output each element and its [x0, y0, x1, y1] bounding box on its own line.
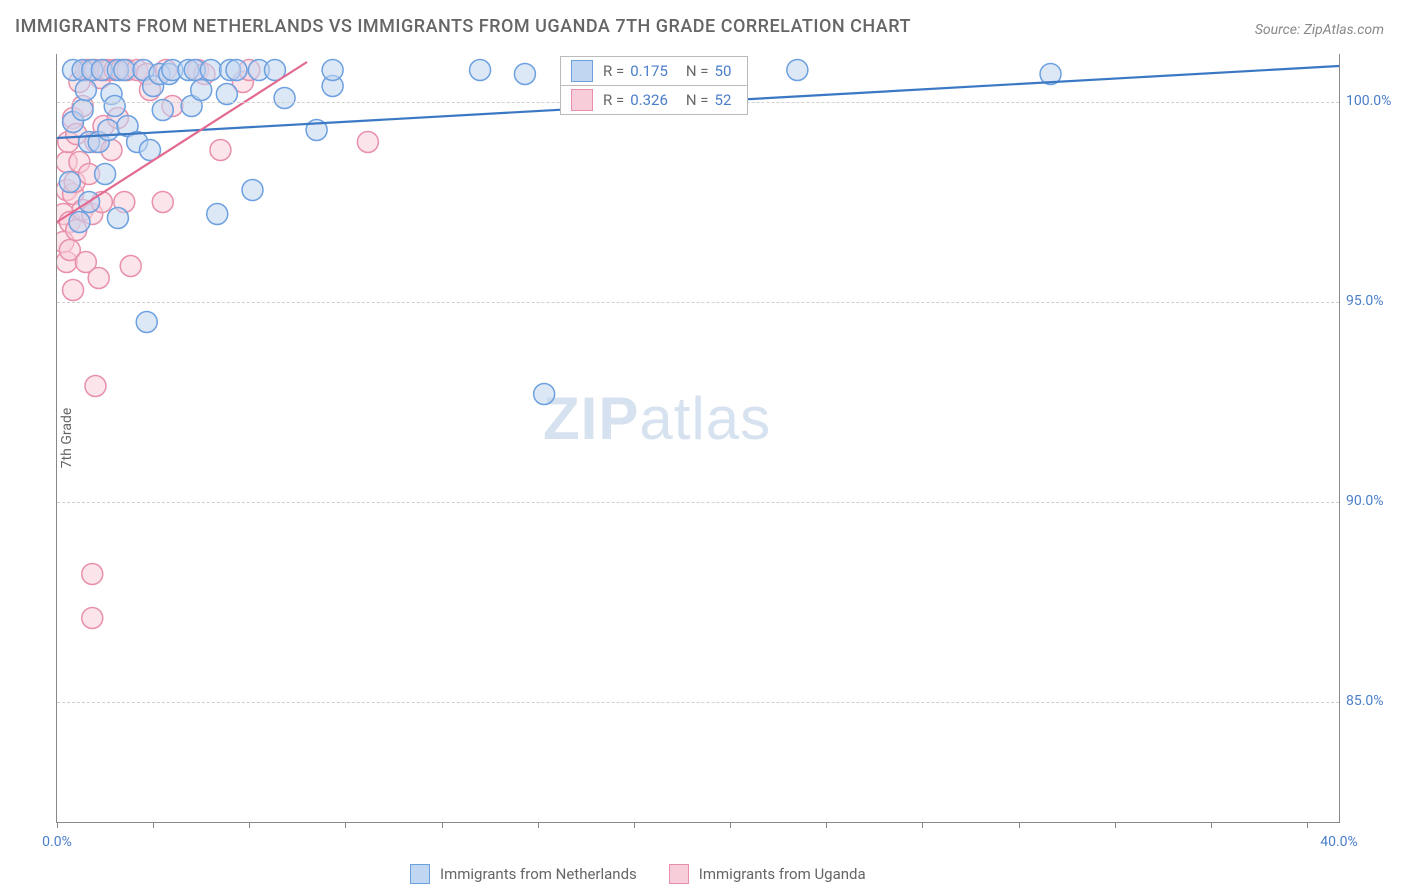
gridline [57, 302, 1339, 303]
data-point [152, 192, 173, 213]
x-tick-label: 40.0% [1320, 834, 1358, 850]
data-point [357, 132, 378, 153]
legend-n-label: N = [686, 91, 709, 109]
data-point [69, 212, 90, 233]
legend-swatch [571, 60, 593, 82]
legend-r-label: R = [603, 62, 624, 80]
data-point [787, 60, 808, 81]
data-point [85, 376, 106, 397]
data-point [88, 268, 109, 289]
data-point [470, 60, 491, 81]
data-point [82, 608, 103, 629]
x-tick-label: 0.0% [42, 834, 72, 850]
series-legend: Immigrants from Netherlands Immigrants fr… [410, 864, 888, 884]
y-tick-label: 95.0% [1346, 293, 1401, 309]
x-tick-mark [538, 822, 539, 828]
data-point [59, 172, 80, 193]
data-point [191, 80, 212, 101]
x-tick-mark [1211, 822, 1212, 828]
data-point [95, 164, 116, 185]
legend-n-label: N = [686, 62, 709, 80]
correlation-legend: R = 0.175 N = 50 R = 0.326 N = 52 [560, 56, 748, 115]
legend-r-label: R = [603, 91, 624, 109]
data-point [82, 564, 103, 585]
y-tick-label: 100.0% [1346, 93, 1401, 109]
data-point [75, 80, 96, 101]
y-tick-label: 85.0% [1346, 693, 1401, 709]
data-point [534, 384, 555, 405]
data-point [136, 312, 157, 333]
chart-svg [57, 54, 1339, 822]
legend-swatch [669, 864, 689, 884]
legend-row: R = 0.175 N = 50 [561, 57, 747, 86]
data-point [104, 96, 125, 117]
x-tick-mark [730, 822, 731, 828]
legend-r-value: 0.175 [630, 62, 668, 80]
data-point [274, 88, 295, 109]
source-label: Source: ZipAtlas.com [1255, 22, 1384, 38]
data-point [114, 60, 135, 81]
gridline [57, 502, 1339, 503]
plot-area: 7th Grade ZIPatlas 100.0%95.0%90.0%85.0%… [56, 54, 1340, 823]
legend-r-value: 0.326 [630, 91, 668, 109]
legend-series-label: Immigrants from Uganda [699, 865, 866, 883]
x-tick-mark [249, 822, 250, 828]
gridline [57, 702, 1339, 703]
data-point [120, 256, 141, 277]
data-point [207, 204, 228, 225]
legend-series-label: Immigrants from Netherlands [440, 865, 637, 883]
legend-swatch [571, 89, 593, 111]
x-tick-mark [634, 822, 635, 828]
legend-n-value: 52 [715, 91, 732, 109]
x-tick-mark [826, 822, 827, 828]
data-point [242, 180, 263, 201]
data-point [63, 280, 84, 301]
data-point [226, 60, 247, 81]
x-tick-mark [153, 822, 154, 828]
x-tick-mark [1307, 822, 1308, 828]
data-point [514, 64, 535, 85]
x-tick-mark [1115, 822, 1116, 828]
legend-row: R = 0.326 N = 52 [561, 86, 747, 114]
x-tick-mark [345, 822, 346, 828]
x-tick-mark [1019, 822, 1020, 828]
data-point [210, 140, 231, 161]
x-tick-mark [442, 822, 443, 828]
legend-n-value: 50 [715, 62, 732, 80]
data-point [322, 60, 343, 81]
data-point [107, 208, 128, 229]
y-tick-label: 90.0% [1346, 493, 1401, 509]
x-tick-mark [57, 822, 58, 828]
legend-swatch [410, 864, 430, 884]
data-point [98, 120, 119, 141]
chart-title: IMMIGRANTS FROM NETHERLANDS VS IMMIGRANT… [15, 16, 911, 37]
x-tick-mark [922, 822, 923, 828]
data-point [200, 60, 221, 81]
